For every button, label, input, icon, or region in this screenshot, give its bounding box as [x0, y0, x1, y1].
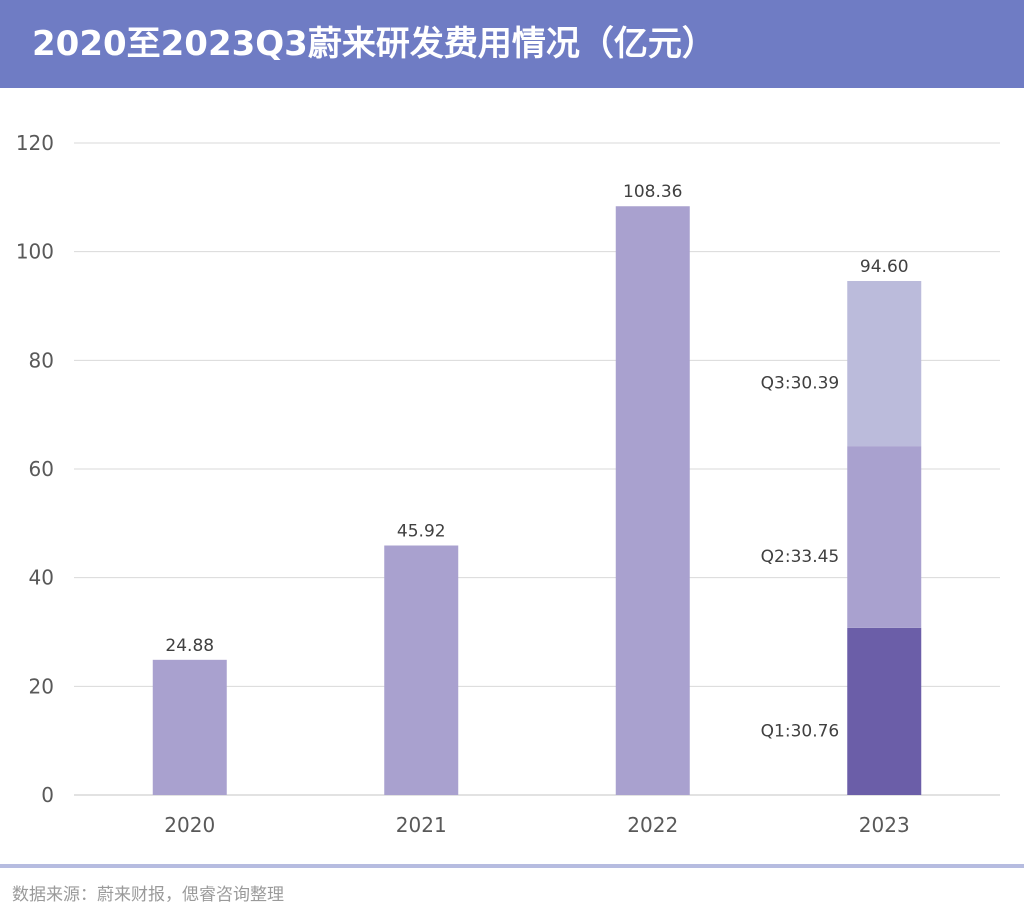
- bar-chart: 0 20 40 60 80 100 120 24.88 45.92 108.36 Q1:30.76…: [16, 131, 1000, 837]
- y-tick-label-60: 60: [29, 457, 54, 481]
- segment-label-q2: Q2:33.45: [761, 547, 840, 567]
- x-tick-label-2021: 2021: [396, 813, 447, 837]
- value-label-2021: 45.92: [397, 522, 446, 542]
- chart-title: 2020至2023Q3蔚来研发费用情况（亿元）: [32, 24, 716, 64]
- y-tick-label-120: 120: [16, 131, 54, 155]
- x-axis-tick-labels: 2020 2021 2022 2023: [164, 813, 909, 837]
- gridlines: [74, 142, 1000, 796]
- segment-label-q3: Q3:30.39: [761, 374, 840, 394]
- bar-2021: [384, 545, 459, 795]
- value-label-2020: 24.88: [165, 636, 214, 656]
- y-tick-label-100: 100: [16, 240, 54, 264]
- y-axis-tick-labels: 0 20 40 60 80 100 120: [16, 131, 54, 807]
- y-tick-label-80: 80: [29, 348, 54, 372]
- footer-divider: [0, 864, 1024, 868]
- bar-2023-q1: [847, 627, 922, 795]
- chart-header: 2020至2023Q3蔚来研发费用情况（亿元）: [0, 0, 1024, 88]
- y-tick-label-20: 20: [29, 674, 54, 698]
- segment-label-q1: Q1:30.76: [761, 721, 840, 741]
- data-labels: 24.88 45.92 108.36 Q1:30.76 Q2:33.45 Q3:30.39…: [165, 182, 908, 741]
- bar-2023-q3: [847, 281, 922, 447]
- value-label-2022: 108.36: [623, 182, 682, 202]
- value-label-2023: 94.60: [860, 257, 909, 277]
- source-note: 数据来源：蔚来财报，偲睿咨询整理: [12, 885, 284, 905]
- x-tick-label-2022: 2022: [627, 813, 678, 837]
- bar-2020: [152, 659, 227, 795]
- bars: [152, 206, 922, 795]
- bar-2022: [615, 206, 690, 795]
- y-tick-label-40: 40: [29, 566, 54, 590]
- y-tick-label-0: 0: [41, 783, 54, 807]
- bar-2023-q2: [847, 446, 922, 628]
- x-tick-label-2023: 2023: [859, 813, 910, 837]
- x-tick-label-2020: 2020: [164, 813, 215, 837]
